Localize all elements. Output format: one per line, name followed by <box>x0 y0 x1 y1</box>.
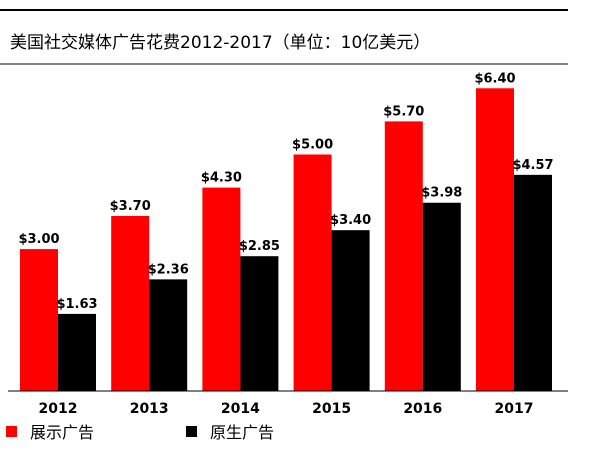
bar-native-2012 <box>58 313 96 391</box>
bar-native-2015 <box>331 230 370 391</box>
bar-native-2013 <box>149 279 188 391</box>
x-tick-label-2013: 2013 <box>130 401 169 417</box>
x-tick-labels: 2012 2013 2014 2015 2016 2017 <box>39 401 534 417</box>
data-label-native-2015: $3.40 <box>330 213 371 228</box>
bar-display-2013 <box>111 215 150 391</box>
x-tick-label-2014: 2014 <box>221 401 260 417</box>
data-label-native-2016: $3.98 <box>421 186 462 201</box>
bar-native-2017 <box>514 174 552 391</box>
legend: 展示广告 原生广告 <box>6 423 274 442</box>
legend-swatch-display <box>6 426 17 437</box>
bar-native-2014 <box>240 256 279 391</box>
data-label-native-2012: $1.63 <box>56 297 97 312</box>
bar-native-2016 <box>422 202 461 391</box>
x-tick-label-2012: 2012 <box>39 401 78 417</box>
data-label-display-2016: $5.70 <box>383 104 424 119</box>
data-label-display-2014: $4.30 <box>201 171 242 186</box>
legend-label-display: 展示广告 <box>30 423 94 442</box>
data-label-native-2013: $2.36 <box>148 262 189 277</box>
x-tick-label-2017: 2017 <box>495 401 534 417</box>
bar-display-2016 <box>384 121 423 391</box>
data-label-display-2013: $3.70 <box>110 199 151 214</box>
bar-display-2015 <box>293 154 332 391</box>
data-label-display-2015: $5.00 <box>292 138 333 153</box>
data-label-display-2017: $6.40 <box>474 71 515 86</box>
x-tick-label-2016: 2016 <box>403 401 442 417</box>
data-label-display-2012: $3.00 <box>18 232 59 247</box>
bars-layer: $3.00 $1.63 $3.70 $2.36 $4.30 $2.85 $5.00 $3.40… <box>18 71 554 391</box>
bar-display-2017 <box>476 88 514 391</box>
data-label-native-2017: $4.57 <box>512 158 553 173</box>
x-tick-label-2015: 2015 <box>312 401 351 417</box>
data-label-native-2014: $2.85 <box>239 239 280 254</box>
legend-label-native: 原生广告 <box>210 423 274 442</box>
bar-display-2012 <box>20 249 58 391</box>
chart-title: 美国社交媒体广告花费2012-2017（单位：10亿美元） <box>10 33 430 53</box>
legend-swatch-native <box>186 426 197 437</box>
bar-display-2014 <box>202 187 241 391</box>
